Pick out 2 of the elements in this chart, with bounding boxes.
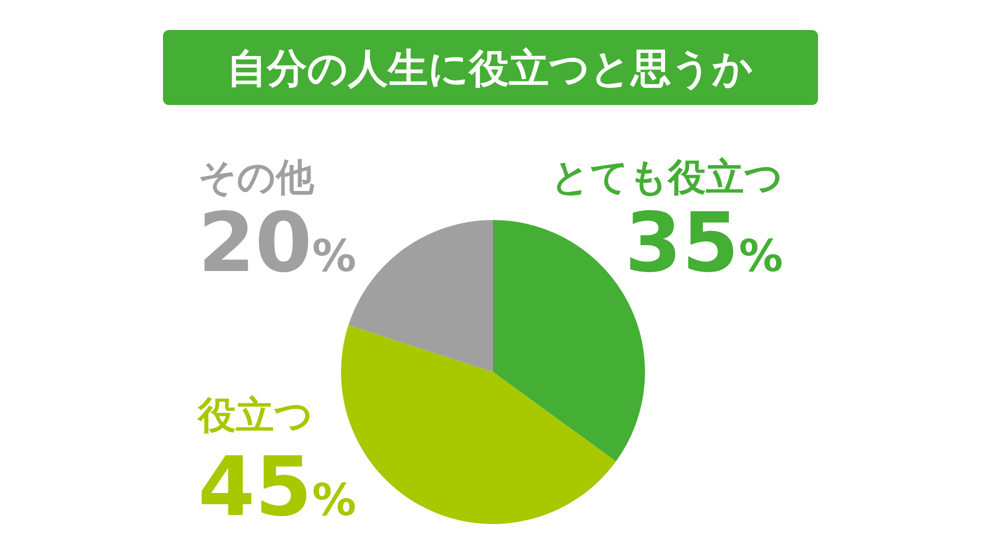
title: 自分の人生に役立つと思うか bbox=[163, 30, 818, 105]
chart-title: 自分の人生に役立つと思うか bbox=[227, 46, 753, 92]
